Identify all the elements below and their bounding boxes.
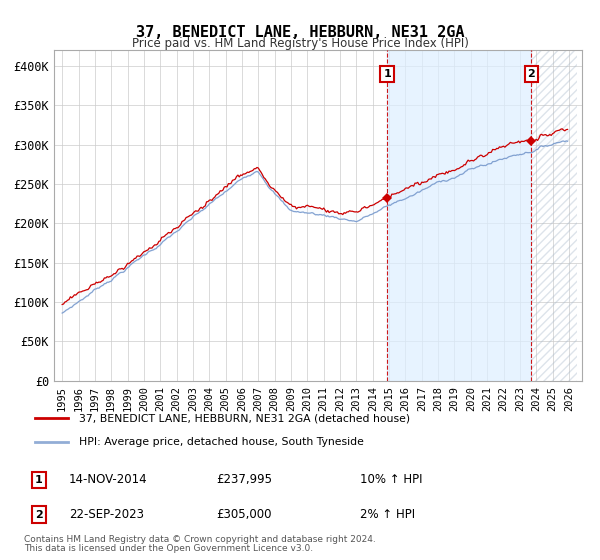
Text: 1: 1 [383, 69, 391, 79]
Text: 1: 1 [35, 475, 43, 485]
Text: 37, BENEDICT LANE, HEBBURN, NE31 2GA (detached house): 37, BENEDICT LANE, HEBBURN, NE31 2GA (de… [79, 413, 410, 423]
Text: £305,000: £305,000 [216, 508, 271, 521]
Text: 10% ↑ HPI: 10% ↑ HPI [360, 473, 422, 487]
Text: 37, BENEDICT LANE, HEBBURN, NE31 2GA: 37, BENEDICT LANE, HEBBURN, NE31 2GA [136, 25, 464, 40]
Text: 2: 2 [35, 510, 43, 520]
Text: 2% ↑ HPI: 2% ↑ HPI [360, 508, 415, 521]
Bar [387, 50, 532, 381]
Text: This data is licensed under the Open Government Licence v3.0.: This data is licensed under the Open Gov… [24, 544, 313, 553]
Text: 2: 2 [527, 69, 535, 79]
Text: 22-SEP-2023: 22-SEP-2023 [69, 508, 144, 521]
Text: Contains HM Land Registry data © Crown copyright and database right 2024.: Contains HM Land Registry data © Crown c… [24, 535, 376, 544]
Bar [532, 50, 577, 381]
Text: 14-NOV-2014: 14-NOV-2014 [69, 473, 148, 487]
Text: £237,995: £237,995 [216, 473, 272, 487]
Text: HPI: Average price, detached house, South Tyneside: HPI: Average price, detached house, Sout… [79, 436, 364, 446]
Text: Price paid vs. HM Land Registry's House Price Index (HPI): Price paid vs. HM Land Registry's House … [131, 37, 469, 50]
Bar [532, 50, 577, 381]
